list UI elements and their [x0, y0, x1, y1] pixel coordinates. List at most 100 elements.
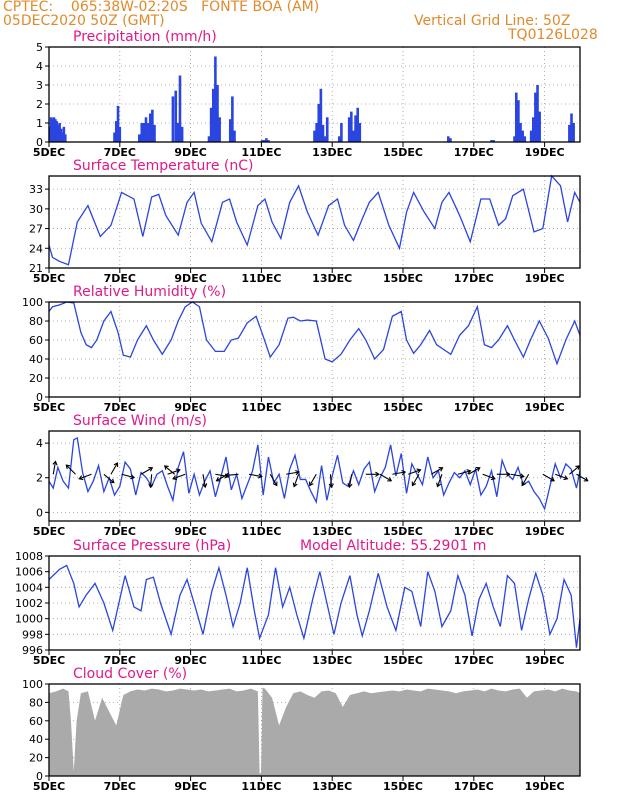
wind-arrow-shaft: [431, 467, 443, 475]
precip-bar: [55, 121, 59, 142]
panel-3-title: Surface Wind (m/s): [73, 413, 207, 429]
panel-2-xtick-label: 13DEC: [312, 401, 352, 414]
wind-arrow-shaft: [269, 473, 278, 486]
precip-bar: [347, 117, 351, 142]
wind-arrow-head: [466, 469, 472, 475]
precip-bar: [490, 140, 493, 142]
panel-2-xtick-label: 9DEC: [174, 401, 206, 414]
precip-bar: [209, 107, 213, 142]
precip-bar: [517, 100, 520, 142]
wind-arrow-head: [109, 478, 115, 484]
panel-2-ytick-label: 20: [29, 372, 43, 385]
precip-bar: [171, 96, 175, 142]
panel-4-ytick-label: 996: [22, 644, 43, 657]
wind-arrow-shaft: [167, 469, 180, 475]
wind-arrow-head: [175, 468, 181, 474]
panel-5-xtick-label: 5DEC: [33, 780, 65, 793]
wind-arrow-shaft: [309, 473, 317, 486]
wind-arrow-shaft: [110, 462, 118, 475]
precip-bar: [323, 136, 327, 142]
wind-arrow-head: [215, 476, 221, 482]
wind-arrow-shaft: [576, 473, 588, 482]
precip-bar: [315, 123, 318, 142]
wind-arrow-shaft: [569, 465, 580, 475]
header-datetime: 05DEC2020 50Z (GMT): [3, 13, 165, 29]
panel-4-annotation: Model Altitude: 55.2901 m: [300, 538, 486, 554]
panel-0-xtick-label: 13DEC: [312, 146, 352, 159]
panel-5-ytick-label: 20: [29, 752, 43, 765]
wind-arrow-shaft: [510, 473, 524, 478]
panel-3-xtick-label: 5DEC: [33, 525, 65, 538]
wind-arrow-head: [113, 462, 119, 468]
precip-bar: [153, 124, 156, 142]
precip-bar: [51, 119, 54, 142]
panel-2-series-line: [48, 301, 581, 366]
panel-5-ytick-label: 0: [36, 770, 43, 783]
precip-bar: [48, 126, 52, 142]
panel-1-ytick-label: 30: [29, 203, 43, 216]
panel-0-ytick-label: 4: [36, 60, 43, 73]
wind-arrow-head: [309, 481, 314, 487]
precip-bar: [148, 113, 152, 142]
precip-bar: [62, 126, 66, 142]
panel-3-series-line: [48, 436, 581, 511]
precip-bar: [211, 88, 215, 142]
wind-arrow-head: [575, 465, 581, 470]
header-model: TQ0126L028: [508, 27, 598, 43]
precip-bar: [568, 124, 571, 142]
wind-arrow-shaft: [555, 473, 568, 480]
precip-bar: [151, 109, 154, 142]
precip-bar: [529, 130, 533, 142]
wind-arrow-shaft: [286, 471, 300, 475]
wind-arrow-shaft: [542, 473, 555, 482]
panel-3-xtick-label: 9DEC: [174, 525, 206, 538]
precip-bar: [52, 117, 56, 142]
precip-bar: [146, 123, 150, 142]
precip-bar: [325, 117, 329, 142]
precip-bar: [447, 136, 450, 142]
panel-2-xtick-label: 7DEC: [104, 401, 136, 414]
wind-arrow-head: [148, 483, 154, 489]
wind-arrow-head: [292, 482, 298, 488]
panel-5-ytick-label: 80: [29, 696, 43, 709]
precip-bar: [178, 75, 182, 142]
panel-4-xtick-label: 7DEC: [104, 654, 136, 667]
wind-arrow-shaft: [329, 474, 333, 488]
panel-5-xtick-label: 15DEC: [383, 780, 423, 793]
panel-2-ytick-label: 60: [29, 334, 43, 347]
panel-0-ytick-label: 0: [36, 136, 43, 149]
precip-bar: [531, 117, 535, 142]
precip-bar: [142, 123, 146, 142]
precip-bar: [572, 123, 575, 142]
precip-bar: [317, 104, 321, 142]
precip-bar: [534, 92, 537, 142]
precip-bar: [267, 140, 270, 142]
precip-bar: [216, 85, 219, 142]
precip-bar: [570, 113, 573, 142]
precip-bar: [174, 90, 178, 142]
panel-3-ytick-label: 0: [36, 506, 43, 519]
wind-arrow-head: [550, 476, 555, 482]
header-grid-note: Vertical Grid Line: 50Z: [414, 13, 571, 29]
precip-bar: [114, 121, 118, 142]
wind-arrow-head: [163, 465, 169, 470]
precip-bar: [356, 107, 359, 142]
precip-bar: [49, 117, 53, 142]
wind-arrow-head: [375, 471, 380, 477]
precip-bar: [536, 85, 539, 142]
panel-5-ytick-label: 100: [22, 678, 43, 691]
wind-arrow-head: [475, 467, 481, 472]
precip-bar: [214, 56, 217, 142]
wind-arrow-head: [521, 481, 526, 487]
panel-2-xtick-label: 19DEC: [525, 401, 565, 414]
panel-1-xtick-label: 15DEC: [383, 272, 423, 285]
panel-1-frame: [48, 175, 581, 269]
panel-0-xtick-label: 19DEC: [525, 146, 565, 159]
precip-bar: [137, 134, 141, 142]
header-station: CPTEC: 065:38W-02:20S FONTE BOA (AM): [3, 0, 320, 15]
panel-5-ytick-label: 60: [29, 715, 43, 728]
panel-0-ytick-label: 5: [36, 41, 43, 54]
panel-5-ytick-label: 40: [29, 733, 43, 746]
precip-bar: [207, 136, 211, 142]
